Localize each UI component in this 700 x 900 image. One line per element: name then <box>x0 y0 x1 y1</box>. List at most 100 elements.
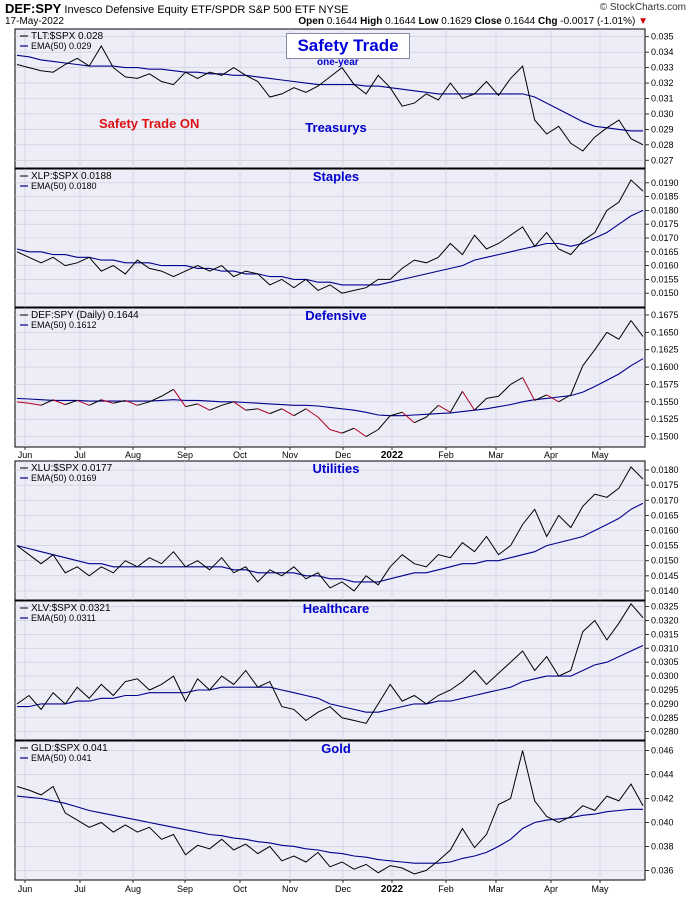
safety-trade-title-box: Safety Trade <box>286 33 410 59</box>
y-tick-label: 0.0175 <box>651 219 679 229</box>
y-tick-label: 0.0325 <box>651 602 679 612</box>
price-series-line <box>16 45 644 152</box>
price-segment <box>269 408 283 415</box>
x-tick-label: Oct <box>233 884 248 894</box>
y-tick-label: 0.0190 <box>651 178 679 188</box>
y-tick-label: 0.0170 <box>651 233 679 243</box>
y-tick-label: 0.0285 <box>651 713 679 723</box>
y-tick-label: 0.038 <box>651 841 674 851</box>
price-segment <box>125 399 138 406</box>
price-segment <box>317 416 331 430</box>
x-tick-label: Nov <box>282 450 299 460</box>
panel-title: Treasurys <box>305 120 366 135</box>
x-tick-label: Oct <box>233 450 248 460</box>
price-segment <box>510 377 523 385</box>
x-tick-label: Mar <box>488 884 504 894</box>
panel-background <box>14 307 646 448</box>
panel-treasurys: 0.027 0.028 0.029 0.030 0.031 0.032 0.033 0.034… <box>14 28 674 169</box>
price-segment <box>630 320 644 337</box>
y-tick-label: 0.0295 <box>651 685 679 695</box>
price-segment <box>113 399 126 404</box>
y-tick-label: 0.0180 <box>651 205 679 215</box>
x-tick-label: Sep <box>177 450 193 460</box>
price-series-line <box>16 602 644 724</box>
price-segment <box>414 416 427 424</box>
panel-healthcare: 0.0280 0.0285 0.0290 0.0295 0.0300 0.0305 0.03… <box>14 600 679 741</box>
panel-background <box>14 600 646 741</box>
price-segment <box>462 391 475 411</box>
y-tick-label: 0.0160 <box>651 261 679 271</box>
price-segment <box>173 389 186 407</box>
low-label: Low <box>418 16 439 27</box>
y-tick-label: 0.031 <box>651 94 674 104</box>
legend-ema-label: EMA(50) 0.1612 <box>31 320 97 330</box>
y-tick-label: 0.028 <box>651 140 674 150</box>
panel-title: Defensive <box>305 308 366 323</box>
y-tick-label: 0.0305 <box>651 657 679 667</box>
y-tick-label: 0.040 <box>651 817 674 827</box>
y-tick-label: 0.0180 <box>651 465 679 475</box>
panel-title: Healthcare <box>303 601 369 616</box>
price-segment <box>582 349 596 366</box>
y-tick-label: 0.0155 <box>651 274 679 284</box>
price-segment <box>498 384 511 397</box>
legend-ema-label: EMA(50) 0.029 <box>31 41 92 51</box>
y-tick-label: 0.042 <box>651 794 674 804</box>
open-value: 0.1644 <box>326 16 358 27</box>
price-segment <box>197 403 210 411</box>
legend-price-label: XLP:$SPX 0.0188 <box>31 171 112 182</box>
price-segment <box>293 408 307 417</box>
x-tick-label: Jun <box>18 450 33 460</box>
open-label: Open <box>298 16 324 27</box>
quote-summary: Open 0.1644 High 0.1644 Low 0.1629 Close… <box>298 16 648 27</box>
safety-trade-on-label: Safety Trade ON <box>99 116 200 131</box>
y-tick-label: 0.0320 <box>651 615 679 625</box>
y-tick-label: 0.030 <box>651 109 674 119</box>
price-segment <box>365 429 379 438</box>
price-segment <box>221 401 234 406</box>
legend-price-label: DEF:SPY (Daily) 0.1644 <box>31 310 139 321</box>
y-tick-label: 0.036 <box>651 865 674 875</box>
panel-staples: 0.0150 0.0155 0.0160 0.0165 0.0170 0.0175 0.01… <box>14 168 679 308</box>
x-tick-label: Jun <box>18 884 33 894</box>
price-segment <box>390 411 403 417</box>
price-segment <box>570 365 584 396</box>
symbol-description: Invesco Defensive Equity ETF/SPDR S&P 50… <box>64 4 316 16</box>
legend-ema-label: EMA(50) 0.0311 <box>31 613 96 623</box>
x-tick-label: Feb <box>438 884 454 894</box>
x-tick-label: Jul <box>74 450 86 460</box>
legend-price-label: XLV:$SPX 0.0321 <box>31 603 111 614</box>
ema-50-series-line <box>16 54 643 132</box>
one-year-subtitle: one-year <box>317 57 359 68</box>
y-tick-label: 0.0315 <box>651 629 679 639</box>
y-tick-label: 0.0280 <box>651 727 679 737</box>
legend-price-label: GLD:$SPX 0.041 <box>31 743 108 754</box>
y-tick-label: 0.1575 <box>651 379 679 389</box>
y-tick-label: 0.0300 <box>651 671 679 681</box>
price-segment <box>89 399 102 406</box>
price-segment <box>16 401 30 404</box>
x-tick-label: Aug <box>125 884 141 894</box>
legend-price-label: TLT:$SPX 0.028 <box>31 31 104 42</box>
x-tick-label: Feb <box>438 450 454 460</box>
price-series-line <box>16 179 644 294</box>
x-tick-label: Nov <box>282 884 299 894</box>
price-segment <box>329 429 343 434</box>
x-tick-label: Jul <box>74 884 86 894</box>
ema-50-series-line <box>16 502 644 583</box>
y-tick-label: 0.0170 <box>651 495 679 505</box>
y-tick-label: 0.046 <box>651 746 674 756</box>
price-segment <box>161 388 174 397</box>
stockcharts-logo: © StockCharts.com <box>599 2 686 13</box>
y-tick-label: 0.0150 <box>651 556 679 566</box>
x-axis-bottom: Jun Jul Aug Sep Oct Nov Dec 2022 Feb Mar Apr May <box>18 880 609 895</box>
x-tick-label: May <box>591 884 609 894</box>
price-segment <box>353 427 367 437</box>
y-tick-label: 0.0155 <box>651 541 679 551</box>
price-segment <box>209 404 222 411</box>
chg-down-icon: ▼ <box>638 16 648 27</box>
y-tick-label: 0.029 <box>651 124 674 134</box>
panel-title: Utilities <box>313 461 360 476</box>
y-tick-label: 0.0165 <box>651 247 679 257</box>
symbol: DEF:SPY <box>5 1 62 16</box>
